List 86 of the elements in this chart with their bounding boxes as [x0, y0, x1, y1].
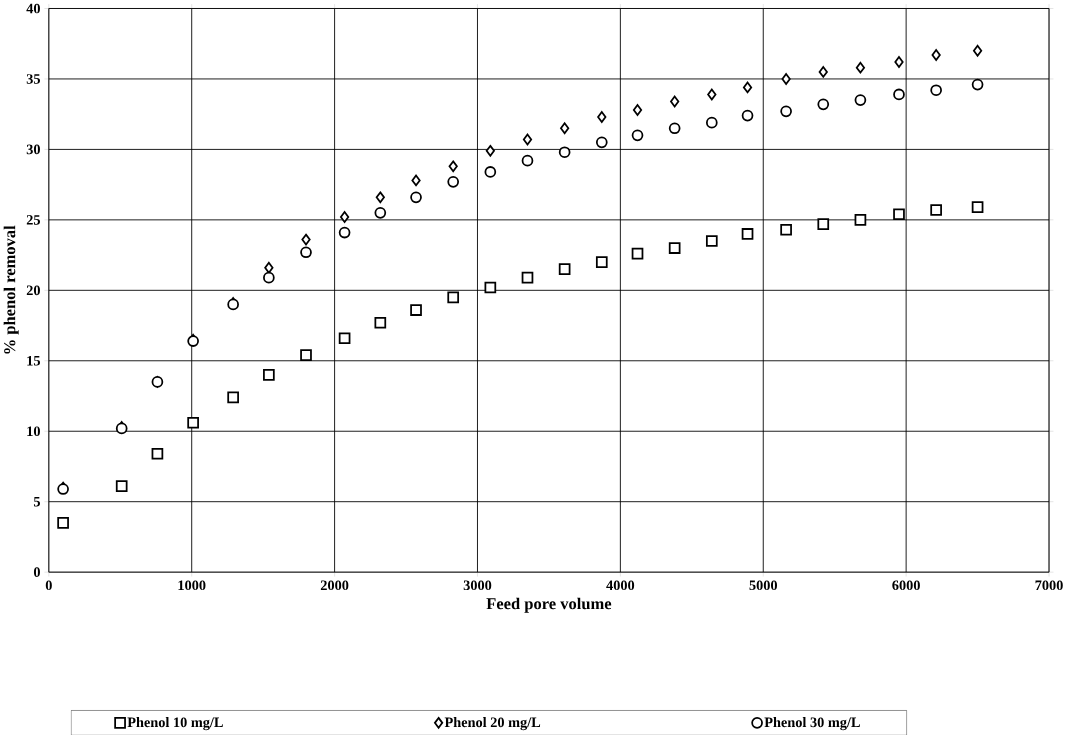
point — [930, 203, 942, 216]
point — [971, 78, 984, 91]
point — [57, 516, 69, 529]
y-tick-label: 35 — [26, 73, 40, 84]
y-tick-label: 15 — [27, 355, 40, 366]
point — [522, 133, 533, 146]
point — [484, 165, 497, 178]
point — [410, 191, 422, 203]
point — [818, 65, 828, 78]
point — [448, 160, 458, 172]
point — [558, 263, 571, 275]
y-tick-label: 25 — [26, 214, 40, 225]
y-tick-label: 5 — [33, 496, 40, 507]
x-axis-title: Feed pore volume — [486, 597, 612, 613]
y-tick-label: 30 — [26, 144, 40, 154]
point — [447, 175, 460, 188]
y-tick-label: 20 — [26, 285, 40, 295]
point — [338, 226, 351, 239]
point — [780, 105, 792, 117]
point — [741, 227, 754, 240]
point — [595, 136, 608, 148]
point — [817, 98, 830, 110]
point — [411, 174, 421, 187]
point — [521, 271, 534, 284]
legend-label: Phenol 10 mg/L — [127, 716, 223, 730]
point — [780, 223, 792, 236]
x-tick-label: 0 — [45, 580, 52, 590]
point — [300, 349, 312, 361]
point — [300, 246, 312, 258]
point — [595, 256, 608, 268]
x-tick-label: 1000 — [178, 580, 206, 590]
x-tick-label: 6000 — [892, 580, 920, 590]
y-axis-title: % phenol removal — [3, 225, 19, 354]
point — [187, 416, 199, 429]
point — [631, 247, 644, 260]
y-tick-label: 0 — [33, 567, 40, 577]
point — [340, 210, 350, 223]
point — [632, 103, 643, 116]
point — [668, 122, 681, 134]
point — [558, 146, 571, 158]
point — [742, 81, 753, 94]
point — [931, 48, 941, 61]
point — [855, 61, 866, 74]
point — [301, 233, 311, 246]
x-tick-label: 4000 — [606, 580, 635, 590]
point — [854, 94, 867, 106]
legend-label: Phenol 30 mg/L — [764, 716, 860, 730]
point — [338, 332, 351, 344]
point — [707, 88, 717, 101]
point — [854, 213, 867, 226]
point — [374, 206, 387, 219]
point — [484, 281, 497, 294]
point — [631, 129, 644, 141]
point — [893, 208, 905, 220]
point — [115, 480, 128, 492]
point — [894, 55, 904, 68]
point — [705, 234, 718, 247]
point — [670, 95, 680, 108]
x-tick-label: 7000 — [1035, 580, 1063, 590]
point — [410, 303, 422, 316]
point — [781, 72, 791, 85]
point — [375, 191, 385, 203]
y-tick-label: 40 — [26, 3, 40, 14]
point — [263, 271, 275, 284]
point — [151, 447, 164, 460]
point — [972, 44, 983, 57]
point — [263, 368, 275, 381]
point — [560, 122, 570, 134]
point — [971, 201, 984, 213]
point — [521, 154, 534, 167]
point — [597, 110, 607, 123]
point — [817, 218, 830, 230]
x-tick-label: 2000 — [320, 580, 349, 590]
point — [668, 241, 681, 254]
point — [447, 291, 460, 303]
point — [930, 84, 942, 96]
point — [227, 391, 239, 404]
x-tick-label: 5000 — [749, 580, 778, 590]
point — [705, 116, 718, 129]
point — [374, 316, 387, 329]
point — [485, 144, 495, 157]
point — [893, 88, 905, 101]
point — [741, 109, 754, 122]
x-tick-label: 3000 — [463, 580, 492, 590]
legend-label: Phenol 20 mg/L — [444, 716, 541, 730]
y-tick-label: 10 — [27, 426, 40, 436]
